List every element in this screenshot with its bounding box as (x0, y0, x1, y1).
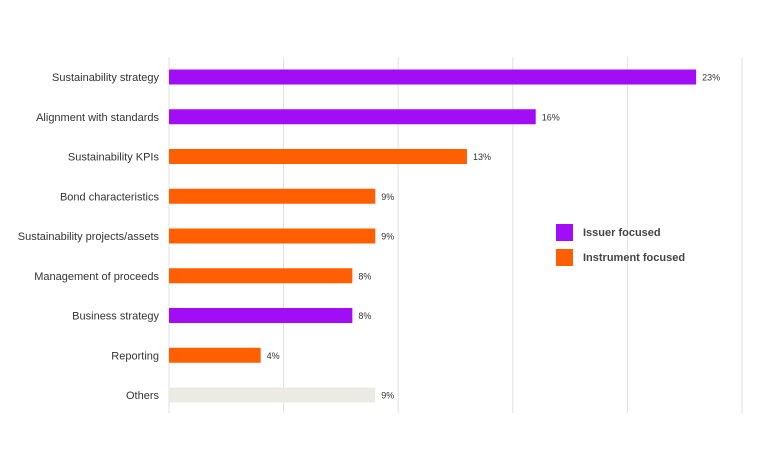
value-label: 8% (358, 271, 371, 281)
bars (169, 69, 697, 403)
bar (169, 268, 353, 284)
category-label: Management of proceeds (34, 271, 159, 283)
value-label: 8% (358, 311, 371, 321)
legend-swatch-instrument (556, 249, 573, 266)
category-label: Sustainability strategy (52, 72, 159, 84)
bar (169, 109, 536, 125)
bar (169, 347, 261, 363)
value-labels: 23% 16% 13% 9% 9% 8% 8% 4% 9% (267, 73, 720, 401)
category-label: Bond characteristics (60, 191, 160, 203)
category-label: Business strategy (72, 311, 159, 323)
category-labels: Sustainability strategy Alignment with st… (18, 72, 160, 402)
category-label: Sustainability KPIs (68, 152, 160, 164)
value-label: 9% (381, 232, 394, 242)
bar (169, 149, 467, 164)
legend: Issuer focused Instrument focused (556, 224, 685, 266)
category-label: Others (126, 390, 160, 402)
legend-swatch-issuer (556, 224, 573, 241)
bar (169, 228, 376, 244)
bar (169, 188, 376, 204)
category-label: Sustainability projects/assets (18, 231, 160, 243)
value-label: 4% (267, 351, 280, 361)
category-label: Alignment with standards (36, 112, 159, 124)
value-label: 23% (702, 73, 720, 83)
legend-label-instrument: Instrument focused (583, 252, 685, 264)
bar (169, 387, 376, 403)
bar (169, 69, 697, 85)
value-label: 9% (381, 391, 394, 401)
value-label: 16% (542, 112, 560, 122)
bar (169, 308, 353, 323)
value-label: 9% (381, 192, 394, 202)
legend-label-issuer: Issuer focused (583, 227, 661, 239)
value-label: 13% (473, 152, 491, 162)
category-label: Reporting (111, 350, 159, 362)
